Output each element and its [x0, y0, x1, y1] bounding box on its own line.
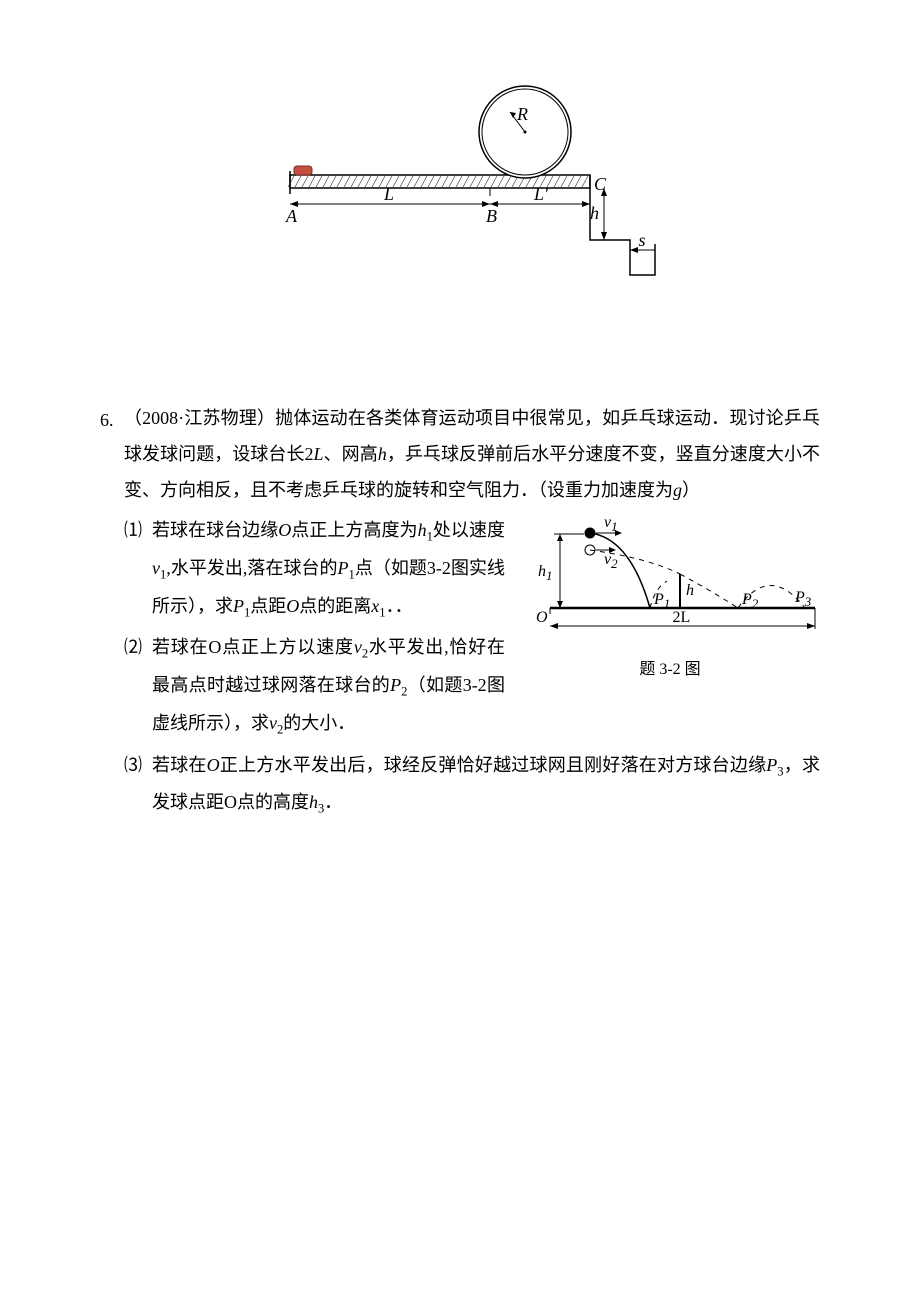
svg-text:h: h — [590, 203, 599, 223]
svg-text:h1: h1 — [538, 563, 553, 583]
svg-text:O: O — [536, 609, 548, 626]
subpart-label: ⑵ — [124, 629, 152, 742]
subpart-1: ⑴若球在球台边缘O点正上方高度为h1处以速度v1,水平发出,落在球台的P1点（如… — [124, 512, 505, 625]
subpart-label: ⑶ — [124, 747, 152, 823]
svg-text:B: B — [486, 206, 497, 226]
svg-text:C: C — [594, 174, 607, 194]
svg-text:L: L — [383, 184, 394, 204]
subpart-body: 若球在O正上方水平发出后，球经反弹恰好越过球网且刚好落在对方球台边缘P3，求发球… — [152, 747, 820, 823]
svg-text:v2: v2 — [604, 551, 618, 571]
subpart-2: ⑵若球在O点正上方以速度v2水平发出,恰好在最高点时越过球网落在球台的P2（如题… — [124, 629, 505, 742]
problem-number: 6. — [100, 400, 124, 822]
figure-caption: 题 3-2 图 — [520, 654, 820, 686]
svg-text:2L: 2L — [673, 609, 691, 626]
svg-text:L': L' — [533, 184, 549, 204]
svg-text:R: R — [516, 104, 528, 124]
svg-text:h: h — [686, 582, 694, 599]
problem-intro: （2008·江苏物理）抛体运动在各类体育运动项目中很常见，如乒乓球运动．现讨论乒… — [124, 400, 820, 508]
right-figure: h1v1v2P1P2P3hO2L 题 3-2 图 — [520, 508, 820, 686]
svg-text:A: A — [285, 206, 298, 226]
subpart-body: 若球在O点正上方以速度v2水平发出,恰好在最高点时越过球网落在球台的P2（如题3… — [152, 629, 505, 742]
svg-text:s: s — [639, 230, 646, 250]
subpart-label: ⑴ — [124, 512, 152, 625]
subpart-body: 若球在球台边缘O点正上方高度为h1处以速度v1,水平发出,落在球台的P1点（如题… — [152, 512, 505, 625]
svg-text:v1: v1 — [604, 514, 618, 534]
subpart-3: ⑶若球在O正上方水平发出后，球经反弹恰好越过球网且刚好落在对方球台边缘P3，求发… — [124, 747, 820, 823]
top-diagram: R L L' h s A B C — [260, 80, 660, 280]
